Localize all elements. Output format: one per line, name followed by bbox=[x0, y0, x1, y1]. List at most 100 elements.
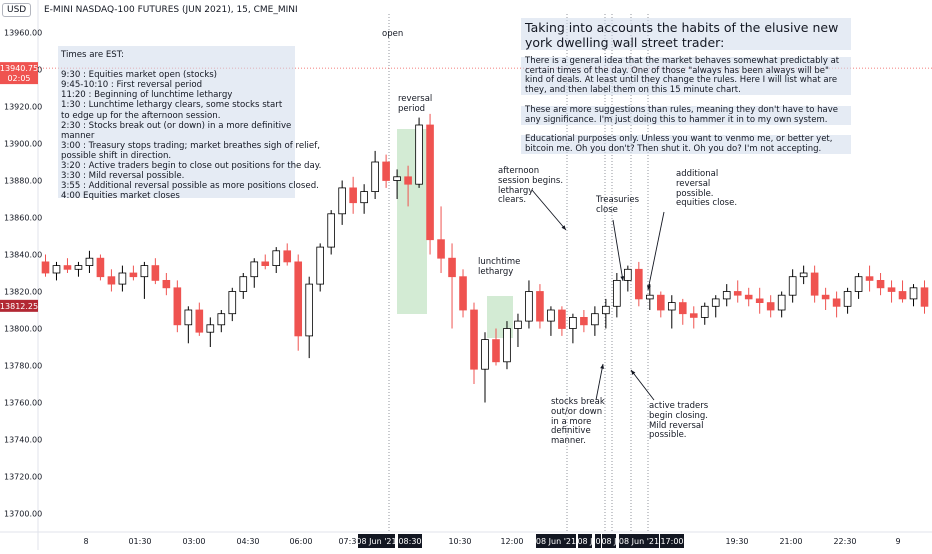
candle-body bbox=[536, 291, 544, 322]
candle-body bbox=[909, 287, 918, 300]
x-tick-label: 22:30 bbox=[833, 537, 856, 546]
label-additional-reversal: additional reversal possible. equities c… bbox=[676, 169, 738, 209]
schedule-note[interactable]: Times are EST: 9:30 : Equities market op… bbox=[58, 46, 321, 201]
candle-body bbox=[41, 261, 50, 274]
y-tick-label: 13900.00 bbox=[4, 140, 42, 149]
candle-body bbox=[525, 291, 533, 322]
candle-body bbox=[316, 246, 324, 285]
y-tick-label: 13700.00 bbox=[4, 510, 42, 519]
candle-body bbox=[766, 302, 775, 311]
candle-body bbox=[393, 176, 401, 181]
candle-body bbox=[843, 291, 852, 307]
candle-body bbox=[799, 272, 808, 278]
currency-badge[interactable]: USD bbox=[2, 3, 32, 17]
x-tick-label: 03:00 bbox=[182, 537, 205, 546]
label-breakout: stocks break out/or down in a more defin… bbox=[551, 397, 605, 447]
candle-body bbox=[129, 272, 138, 278]
arrow-afternoon bbox=[531, 189, 567, 231]
candle-body bbox=[74, 265, 83, 270]
candle-body bbox=[755, 298, 764, 303]
candle-body bbox=[854, 276, 863, 292]
x-tick-label: 10:30 bbox=[448, 537, 471, 546]
y-tick-label: 13820.00 bbox=[4, 288, 42, 297]
arrow-afternoon-head bbox=[561, 225, 566, 230]
time-highlight-label: 08 J bbox=[577, 537, 592, 546]
x-tick-label: 12:00 bbox=[500, 537, 523, 546]
candle-body bbox=[624, 268, 632, 281]
candle-body bbox=[360, 191, 368, 204]
candle-body bbox=[646, 294, 654, 300]
candle-body bbox=[459, 276, 467, 311]
candle-body bbox=[371, 161, 379, 193]
y-tick-label: 13880.00 bbox=[4, 177, 42, 186]
arrow-breakout bbox=[595, 363, 604, 401]
paragraph-3: Educational purposes only. Unless you wa… bbox=[521, 134, 851, 155]
label-treasuries: Treasuries close bbox=[596, 195, 640, 215]
candle-body bbox=[722, 291, 731, 300]
candle-body bbox=[777, 294, 786, 311]
time-label-bg bbox=[358, 534, 395, 548]
candle-body bbox=[711, 298, 720, 307]
time-highlight-label: 08 J bbox=[601, 537, 616, 546]
candle-body bbox=[349, 187, 357, 204]
time-highlight-label: 08 Jun '21 bbox=[356, 537, 396, 546]
candle-body bbox=[656, 294, 665, 311]
candle-body bbox=[437, 239, 445, 259]
arrow-treasuries bbox=[612, 219, 624, 282]
candle-body bbox=[569, 316, 577, 329]
current-price-badge bbox=[0, 62, 38, 85]
candle-body bbox=[52, 265, 61, 274]
candle-body bbox=[580, 316, 588, 326]
paragraph-2: These are more suggestions than rules, m… bbox=[521, 105, 851, 126]
y-tick-label: 13960.00 bbox=[4, 29, 42, 38]
candle-body bbox=[788, 276, 797, 296]
x-tick-label: 9 bbox=[895, 537, 900, 546]
label-lunchtime: lunchtime lethargy bbox=[478, 257, 521, 277]
schedule-line: manner bbox=[61, 130, 95, 141]
candle-body bbox=[305, 283, 314, 337]
candle-body bbox=[514, 320, 522, 329]
candle-body bbox=[678, 302, 687, 315]
schedule-line bbox=[61, 60, 292, 70]
headline-note[interactable]: Taking into accounts the habits of the e… bbox=[521, 18, 851, 50]
candle-body bbox=[744, 294, 753, 300]
candle-body bbox=[700, 305, 709, 318]
y-tick-label: 13840.00 bbox=[4, 251, 42, 260]
time-label-bg bbox=[660, 534, 684, 548]
schedule-line: 3:55 : Additional reversal possible as m… bbox=[61, 181, 319, 192]
schedule-line: Times are EST: bbox=[61, 50, 124, 60]
candle-body bbox=[635, 268, 643, 300]
arrow-treasuries-head bbox=[620, 276, 625, 281]
schedule-line: 9:45-10:10 : First reversal period bbox=[61, 80, 203, 91]
schedule-line: 2:30 : Stocks break out (or down) in a m… bbox=[61, 120, 292, 131]
candle-body bbox=[162, 279, 171, 289]
arrow-additional-head bbox=[647, 285, 651, 290]
x-tick-label: 01:30 bbox=[128, 537, 151, 546]
candle-body bbox=[503, 328, 511, 363]
schedule-line: to edge up for the afternoon session. bbox=[61, 110, 221, 121]
y-tick-label: 13920.00 bbox=[4, 103, 42, 112]
candle-body bbox=[327, 213, 335, 248]
x-tick-label: 04:30 bbox=[236, 537, 259, 546]
time-highlight-label: 08 Jun '21 bbox=[536, 537, 576, 546]
candle-body bbox=[426, 124, 434, 241]
time-highlight-label: 17:00 bbox=[660, 537, 683, 546]
candle-body bbox=[876, 279, 885, 289]
y-tick-label: 13740.00 bbox=[4, 436, 42, 445]
candle-body bbox=[151, 265, 160, 281]
candle-body bbox=[920, 287, 929, 307]
time-highlight-label: 0 bbox=[595, 537, 600, 546]
arrow-additional bbox=[647, 211, 665, 291]
candle-body bbox=[217, 313, 226, 326]
candle-body bbox=[283, 250, 292, 263]
x-tick-label: 06:00 bbox=[289, 537, 312, 546]
time-highlight-label: 08 Jun '21 bbox=[619, 537, 659, 546]
y-tick-label: 13720.00 bbox=[4, 473, 42, 482]
last-price-badge bbox=[0, 299, 38, 312]
candle-body bbox=[261, 261, 270, 266]
arrow-active-head bbox=[631, 370, 636, 375]
candle-body bbox=[338, 187, 346, 215]
candle-body bbox=[602, 305, 610, 315]
